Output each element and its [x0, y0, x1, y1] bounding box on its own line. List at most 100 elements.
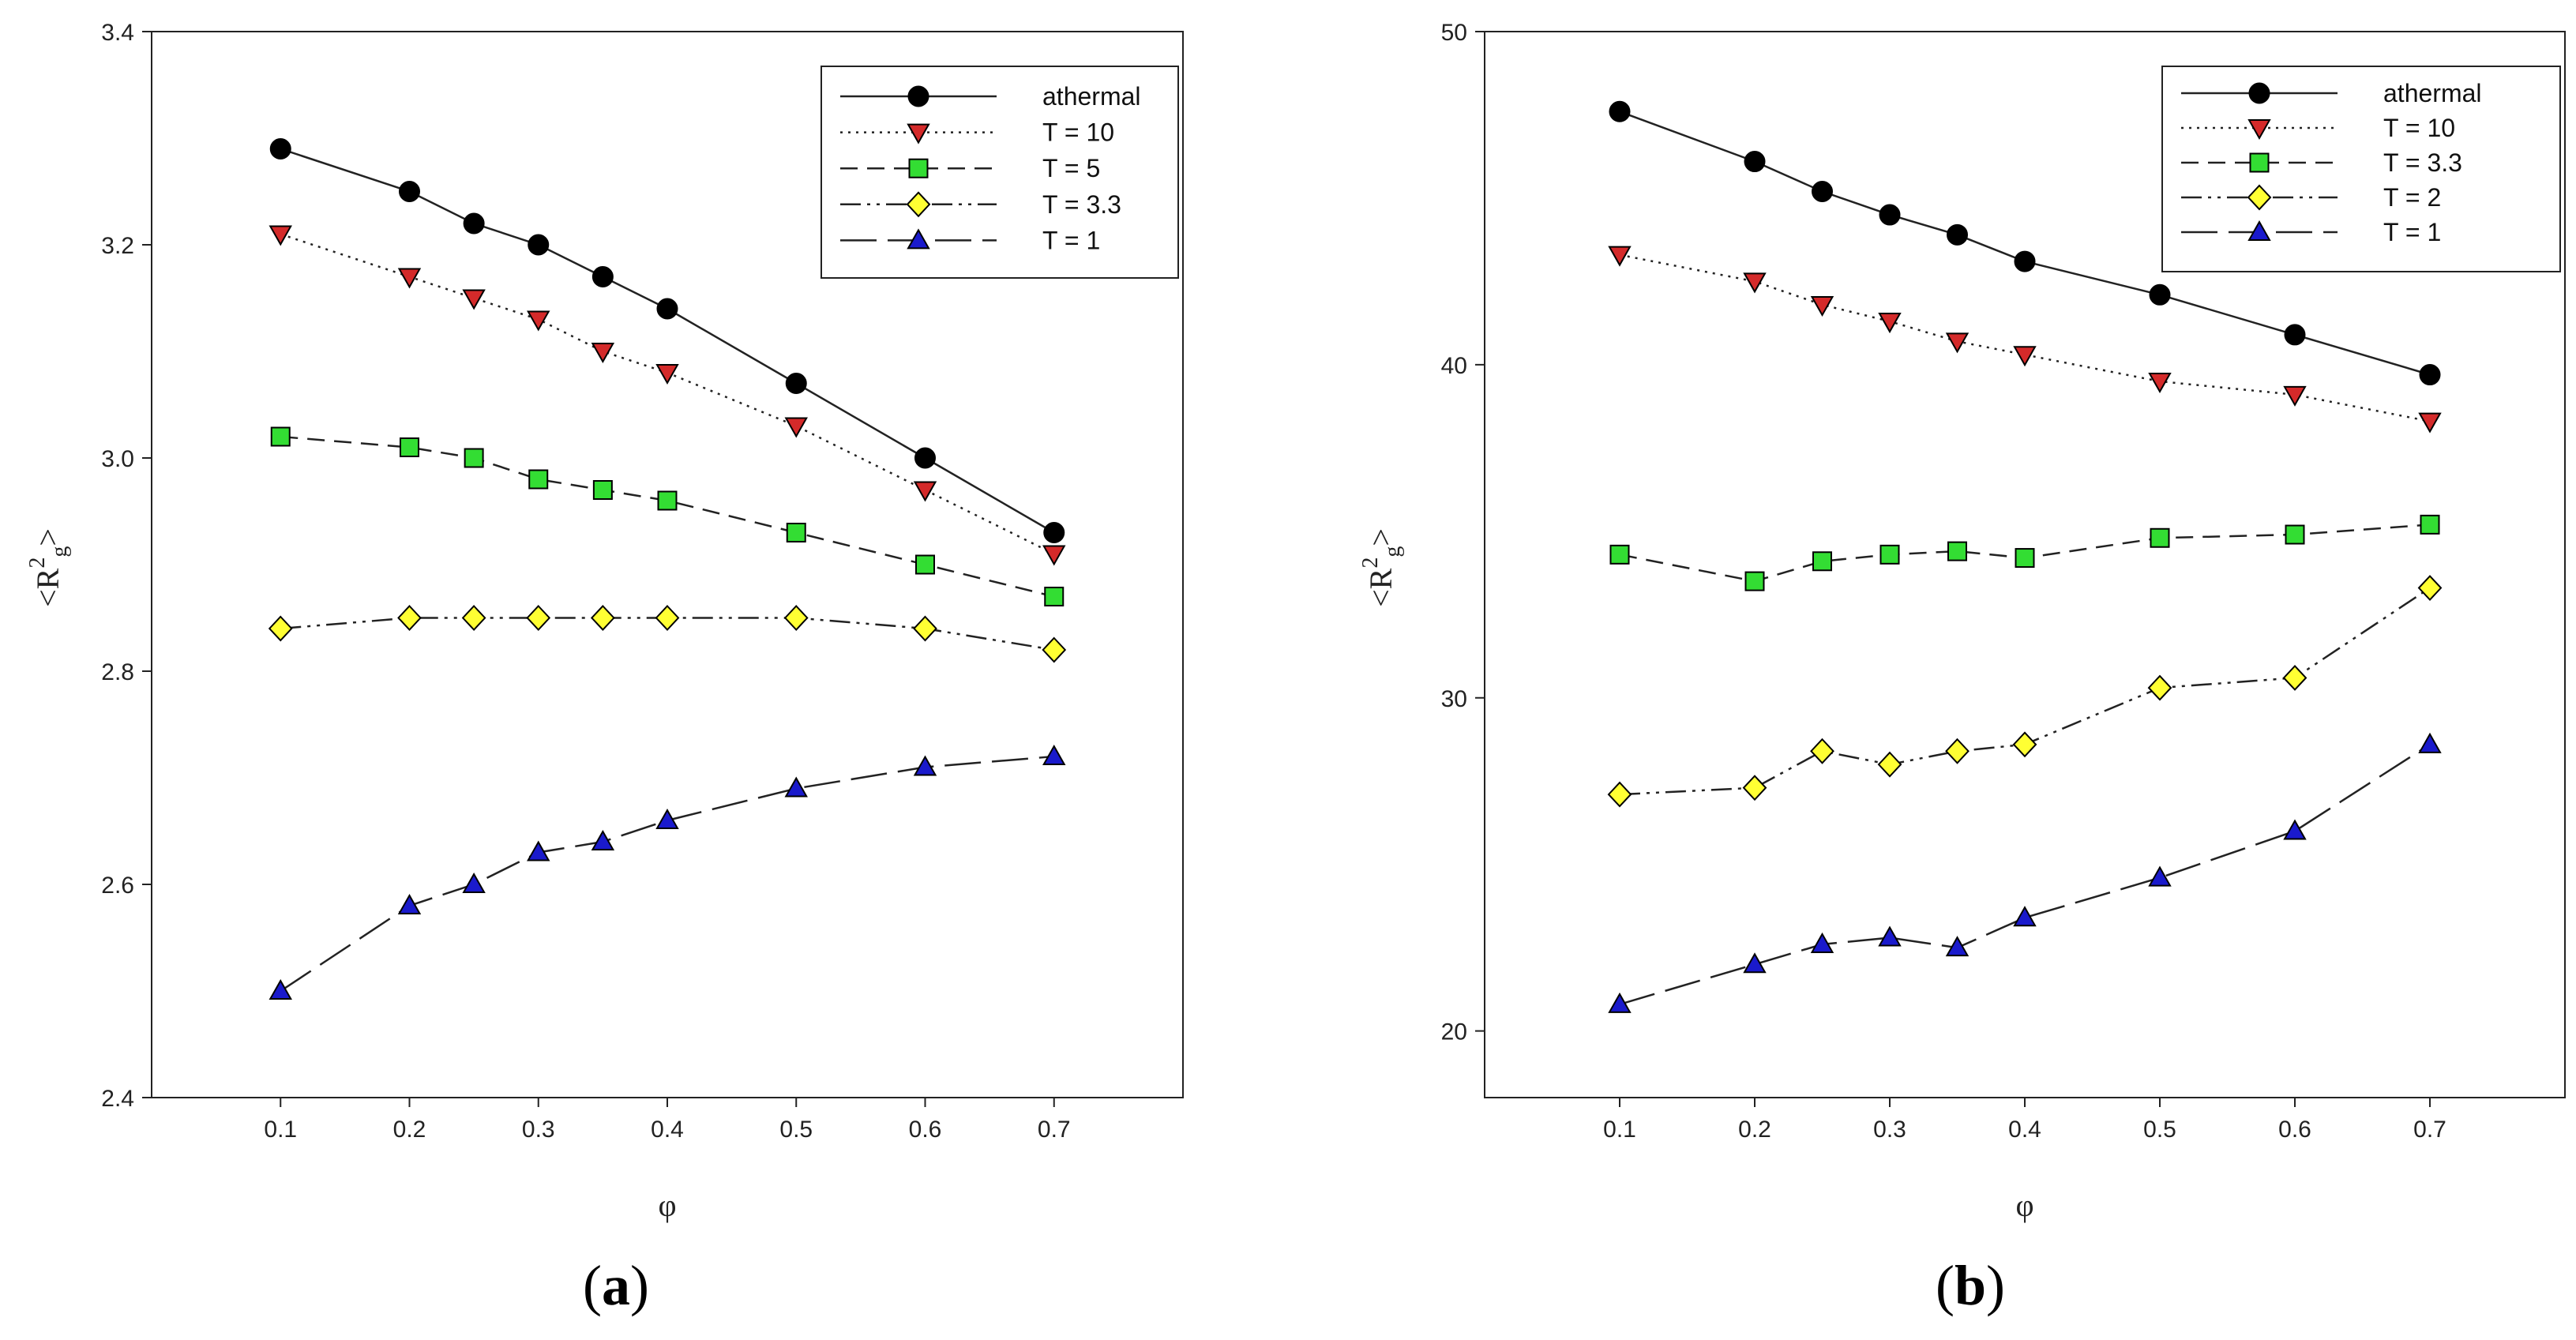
- data-point-a-4: [397, 893, 422, 914]
- legend-label-a-0: athermal: [1042, 82, 1141, 111]
- data-point-b-4: [1878, 925, 1902, 947]
- data-point-a-2: [1044, 587, 1065, 606]
- data-point-b-1: [1878, 313, 1902, 334]
- x-tick-label-b: 0.3: [1873, 1117, 1906, 1143]
- data-point-b-4: [1810, 932, 1834, 953]
- y-axis-label-base-a: <R: [30, 568, 66, 607]
- caption-b-close: ): [1986, 1254, 2005, 1317]
- y-tick-label-a: 3.0: [101, 446, 134, 472]
- y-tick-label-b: 50: [1441, 20, 1467, 46]
- data-point-a-3: [461, 605, 486, 631]
- data-point-a-2: [592, 480, 613, 500]
- series-line-a-1: [280, 233, 1055, 555]
- data-point-b-1: [1743, 272, 1767, 294]
- data-point-b-4: [2148, 865, 2172, 887]
- data-point-a-3: [591, 605, 615, 631]
- x-tick-label-b: 0.2: [1738, 1117, 1771, 1143]
- data-point-b-3: [2012, 731, 2037, 758]
- data-point-b-4: [2283, 819, 2307, 840]
- data-point-a-0: [399, 181, 420, 202]
- y-tick-label-b: 30: [1441, 686, 1467, 712]
- data-point-b-0: [1947, 223, 1968, 246]
- data-point-b-0: [1744, 151, 1766, 173]
- series-layer-a: [268, 138, 1067, 1000]
- data-point-a-4: [462, 872, 486, 893]
- y-tick-label-a: 2.4: [101, 1086, 134, 1112]
- legend-label-b-1: T = 10: [2383, 114, 2455, 142]
- data-point-b-4: [1743, 952, 1767, 974]
- data-point-a-1: [913, 481, 937, 502]
- data-point-b-3: [1810, 738, 1834, 764]
- ticks-a: 0.1 0.2 0.3 0.4 0.5 0.6 0.7 2.4 2.6 2.8 3.0 3.2 3.4: [101, 20, 1070, 1143]
- legend-label-b-2: T = 3.3: [2383, 148, 2462, 177]
- data-point-b-0: [2419, 364, 2441, 386]
- data-point-b-4: [2013, 906, 2037, 927]
- y-axis-label-sup-a: 2: [25, 557, 50, 569]
- legend-label-a-1: T = 10: [1042, 118, 1114, 147]
- data-point-a-3: [913, 615, 937, 642]
- data-point-b-0: [2284, 324, 2306, 346]
- data-point-b-4: [1608, 992, 1632, 1013]
- data-point-a-0: [914, 447, 936, 469]
- legend-label-a-3: T = 3.3: [1042, 190, 1121, 219]
- data-point-a-4: [913, 755, 937, 776]
- y-axis-label-b: <R2g>: [1358, 528, 1405, 607]
- series-line-b-2: [1619, 524, 2431, 583]
- y-tick-label-a: 2.6: [101, 873, 134, 899]
- data-point-a-3: [655, 605, 680, 631]
- data-point-a-1: [268, 225, 292, 246]
- data-point-a-1: [462, 289, 486, 310]
- legend-a: athermal T = 10 T = 5 T = 3.3 T = 1: [820, 66, 1179, 279]
- chart-panel-b: 0.1 0.2 0.3 0.4 0.5 0.6 0.7 20 30 40 50 φ <R2g> at…: [1358, 20, 2566, 1223]
- data-point-b-0: [1879, 204, 1901, 226]
- data-point-a-4: [527, 840, 550, 861]
- data-point-b-4: [2418, 732, 2442, 753]
- x-tick-label-b: 0.6: [2278, 1117, 2311, 1143]
- data-point-b-3: [1945, 738, 1970, 764]
- x-tick-label-b: 0.1: [1603, 1117, 1636, 1143]
- ticks-b: 0.1 0.2 0.3 0.4 0.5 0.6 0.7 20 30 40 50: [1441, 20, 2446, 1143]
- caption-b-open: (: [1936, 1254, 1955, 1317]
- x-tick-label-a: 0.5: [779, 1117, 813, 1143]
- y-axis-label-sub-b: g: [1380, 546, 1405, 557]
- data-point-b-4: [1945, 936, 1970, 957]
- data-point-a-2: [657, 490, 678, 511]
- data-point-b-2: [1812, 551, 1832, 572]
- series-layer-b: [1607, 100, 2443, 1013]
- legend-marker-b-3: [2247, 184, 2272, 211]
- y-axis-label-end-a: >: [30, 528, 66, 546]
- y-tick-label-b: 20: [1441, 1019, 1467, 1045]
- x-tick-label-a: 0.4: [651, 1117, 684, 1143]
- data-point-b-0: [2149, 283, 2171, 306]
- caption-a-letter: a: [602, 1254, 630, 1317]
- caption-b-letter: b: [1955, 1254, 1986, 1317]
- data-point-a-2: [464, 448, 484, 468]
- y-axis-label-sup-b: 2: [1358, 557, 1383, 569]
- x-tick-label-a: 0.3: [522, 1117, 555, 1143]
- legend-marker-b-2: [2249, 152, 2270, 173]
- data-point-b-1: [2148, 372, 2172, 394]
- data-point-b-2: [1609, 544, 1630, 565]
- caption-a-close: ): [630, 1254, 649, 1317]
- legend-label-b-3: T = 2: [2383, 183, 2441, 212]
- x-tick-label-a: 0.6: [909, 1117, 942, 1143]
- y-axis-label-sub-a: g: [47, 546, 72, 557]
- data-point-b-0: [1609, 100, 1631, 122]
- legend-marker-b-0: [2248, 82, 2270, 104]
- y-axis-label-a: <R2g>: [25, 528, 72, 607]
- y-tick-label-b: 40: [1441, 353, 1467, 379]
- data-point-b-3: [1742, 775, 1767, 801]
- x-tick-label-a: 0.7: [1038, 1117, 1071, 1143]
- data-point-a-3: [268, 615, 293, 642]
- legend-marker-b-1: [2247, 119, 2271, 141]
- y-axis-label-base-b: <R: [1363, 568, 1399, 607]
- y-tick-label-a: 3.2: [101, 233, 134, 259]
- y-tick-label-a: 2.8: [101, 659, 134, 685]
- data-point-b-3: [1877, 751, 1902, 778]
- legend-label-b-4: T = 1: [2383, 218, 2441, 246]
- legend-label-b-0: athermal: [2383, 79, 2482, 107]
- data-point-a-0: [1043, 522, 1065, 543]
- legend-box-b: [2161, 66, 2561, 272]
- y-axis-label-end-b: >: [1363, 528, 1399, 546]
